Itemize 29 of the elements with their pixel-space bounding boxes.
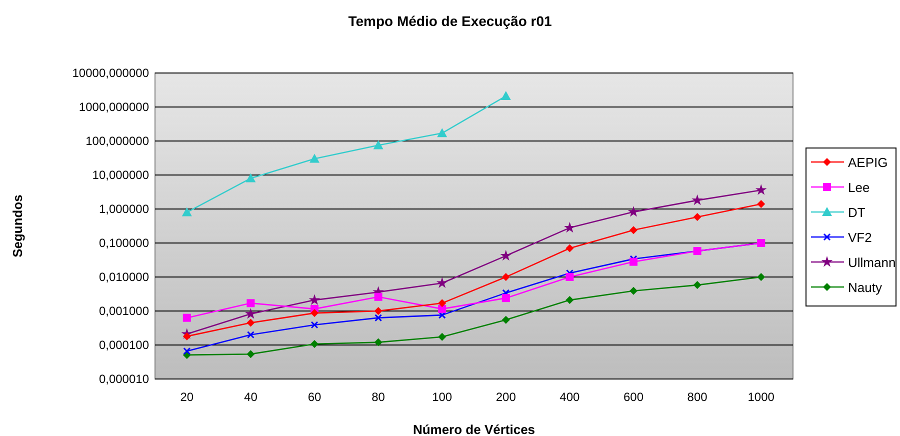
y-tick-label: 0,100000 [98, 236, 150, 250]
y-tick-label: 100,000000 [86, 134, 150, 148]
chart-title: Tempo Médio de Execução r01 [348, 13, 552, 29]
legend-label: Lee [848, 180, 870, 195]
legend-label: DT [848, 205, 866, 220]
legend-label: VF2 [848, 230, 872, 245]
x-tick-label: 80 [372, 390, 386, 404]
x-axis-title: Número de Vértices [412, 422, 536, 436]
x-tick-label: 100 [432, 390, 452, 404]
x-tick-label: 400 [560, 390, 580, 404]
legend-label: AEPIG [848, 155, 888, 170]
x-tick-label: 40 [244, 390, 258, 404]
legend-label: Nauty [848, 280, 882, 295]
y-tick-label: 10000,000000 [72, 66, 150, 80]
y-tick-label: 10,000000 [92, 168, 150, 182]
y-tick-label: 0,000100 [98, 338, 150, 352]
y-tick-label: 0,001000 [98, 304, 150, 318]
x-tick-label: 1000 [748, 390, 775, 404]
x-tick-label: 800 [687, 390, 708, 404]
x-tick-label: 20 [180, 390, 194, 404]
x-tick-label: 200 [496, 390, 516, 404]
y-axis-title: Segundos [10, 194, 25, 258]
y-tick-label: 0,000010 [98, 372, 150, 386]
x-tick-label: 60 [308, 390, 322, 404]
legend-label: Ullmann [848, 255, 896, 270]
y-tick-label: 0,010000 [98, 270, 150, 284]
x-tick-label: 600 [623, 390, 644, 404]
y-tick-label: 1000,000000 [78, 100, 150, 114]
y-tick-label: 1,000000 [98, 202, 150, 216]
